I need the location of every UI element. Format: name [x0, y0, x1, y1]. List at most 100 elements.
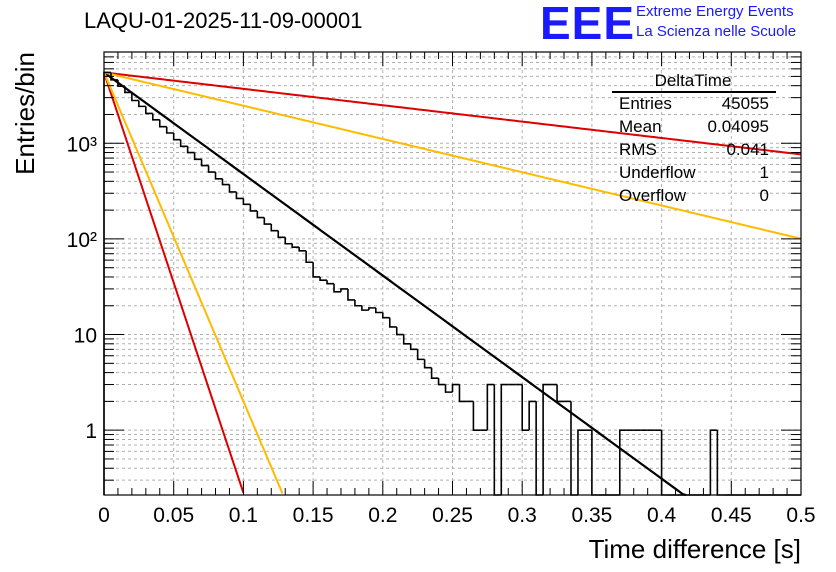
x-axis-label: Time difference [s] — [589, 534, 801, 564]
histogram-bin — [131, 92, 139, 102]
histogram-bin — [256, 210, 265, 219]
x-tick-label: 0.05 — [153, 504, 194, 527]
histogram-bin — [172, 133, 181, 141]
histogram-bin — [214, 172, 223, 180]
y-tick-label: 10² — [67, 229, 97, 252]
stats-name: DeltaTime — [655, 71, 732, 90]
x-tick-label: 0.3 — [508, 504, 537, 527]
histogram-bin — [291, 243, 300, 248]
histogram-bin — [117, 79, 125, 87]
stats-value: 0 — [760, 186, 769, 205]
histogram-bin — [423, 359, 432, 369]
x-tick-label: 0.15 — [293, 504, 334, 527]
histogram-bin — [110, 72, 118, 81]
histogram-bin — [556, 384, 565, 403]
stats-box: DeltaTime Entries 45055 Mean 0.04095 RMS… — [612, 71, 776, 205]
histogram-bin — [263, 217, 272, 225]
stats-label: Underflow — [619, 163, 696, 182]
histogram-bin — [207, 165, 216, 173]
histogram-bin — [193, 152, 202, 161]
x-tick-label: 0.45 — [711, 504, 752, 527]
histogram-bin — [430, 367, 439, 379]
histogram-bin — [472, 401, 481, 431]
stats-label: Overflow — [619, 186, 687, 205]
curve-orange-slow — [103, 71, 802, 240]
histogram-bin — [395, 326, 404, 336]
y-axis-label: Entries/bin — [10, 52, 40, 175]
histogram-bin — [151, 113, 160, 121]
histogram-bin — [165, 126, 174, 134]
project-subtitle: La Scienza nelle Scuole — [636, 23, 797, 40]
histogram-bin — [200, 159, 209, 167]
histogram-bin — [368, 307, 376, 311]
histogram-bin — [228, 184, 237, 193]
histogram-bin — [326, 280, 335, 285]
histogram-bin — [158, 119, 167, 128]
histogram-bin — [361, 305, 369, 311]
histogram-bin — [542, 383, 551, 495]
y-tick-label: 1 — [85, 420, 97, 443]
curve-fit — [103, 71, 687, 497]
histogram-bin — [618, 429, 627, 495]
stats-value: 1 — [760, 163, 769, 182]
histogram-bin — [375, 307, 383, 314]
x-tick-label: 0.5 — [786, 504, 815, 527]
histogram-bin — [577, 429, 585, 495]
curve-orange-steep — [103, 72, 284, 494]
histogram-bin — [500, 383, 509, 495]
histogram-bin — [354, 299, 362, 307]
histogram-bin — [388, 317, 397, 328]
x-tick-label: 0.1 — [229, 504, 258, 527]
histogram-bin — [486, 383, 495, 431]
histogram-bin — [103, 71, 111, 495]
project-name: Extreme Energy Events — [636, 3, 794, 20]
histogram-bin — [305, 250, 314, 264]
eee-logo: EEE — [540, 0, 636, 49]
histogram-bin — [333, 283, 341, 293]
y-tick-label: 10³ — [67, 133, 97, 156]
histogram-bin — [186, 146, 195, 154]
curve-red-steep — [103, 72, 245, 494]
curves — [103, 71, 802, 497]
x-tick-label: 0 — [98, 504, 110, 527]
histogram-bin — [179, 139, 188, 148]
histogram-bin — [249, 204, 258, 212]
axis-ticks: 0 0.05 0.1 0.15 0.2 0.25 0.3 0.35 0.4 0.45 0.51101… — [67, 51, 816, 527]
x-tick-label: 0.25 — [432, 504, 473, 527]
stats-label: RMS — [619, 140, 657, 159]
histogram-bin — [270, 224, 279, 232]
chart-title: LAQU-01-2025-11-09-00001 — [84, 8, 363, 33]
histogram-bin — [416, 349, 425, 361]
histogram-bin — [284, 237, 293, 245]
histogram-bin — [221, 178, 230, 186]
histogram-bin — [235, 191, 244, 200]
histogram-bin — [298, 247, 307, 252]
histogram-bin — [138, 100, 146, 108]
stats-label: Mean — [619, 117, 662, 136]
histogram-bin — [340, 288, 348, 292]
histogram-bin — [535, 401, 544, 496]
histogram-bin — [528, 400, 537, 431]
histogram-bin — [521, 384, 530, 431]
histogram-bin — [277, 230, 286, 239]
histogram-bin — [347, 288, 355, 301]
histogram-bin — [402, 334, 411, 345]
y-tick-label: 10 — [74, 325, 97, 348]
stats-value: 0.04095 — [708, 117, 769, 136]
curve-red-slow — [103, 71, 802, 156]
histogram-bin — [444, 384, 453, 393]
histogram-bin — [242, 198, 251, 206]
x-tick-label: 0.2 — [368, 504, 397, 527]
histogram-bin — [409, 343, 418, 351]
grid — [104, 51, 801, 495]
stats-label: Entries — [619, 94, 672, 113]
stats-value: 0.041 — [726, 140, 769, 159]
histogram-bin — [145, 106, 153, 115]
histogram-bin — [312, 262, 321, 278]
histogram-bin — [124, 86, 132, 94]
histogram-bin — [319, 276, 328, 281]
histogram-bin — [437, 378, 446, 386]
histogram-bin — [451, 383, 460, 393]
histogram-bin — [382, 312, 390, 319]
